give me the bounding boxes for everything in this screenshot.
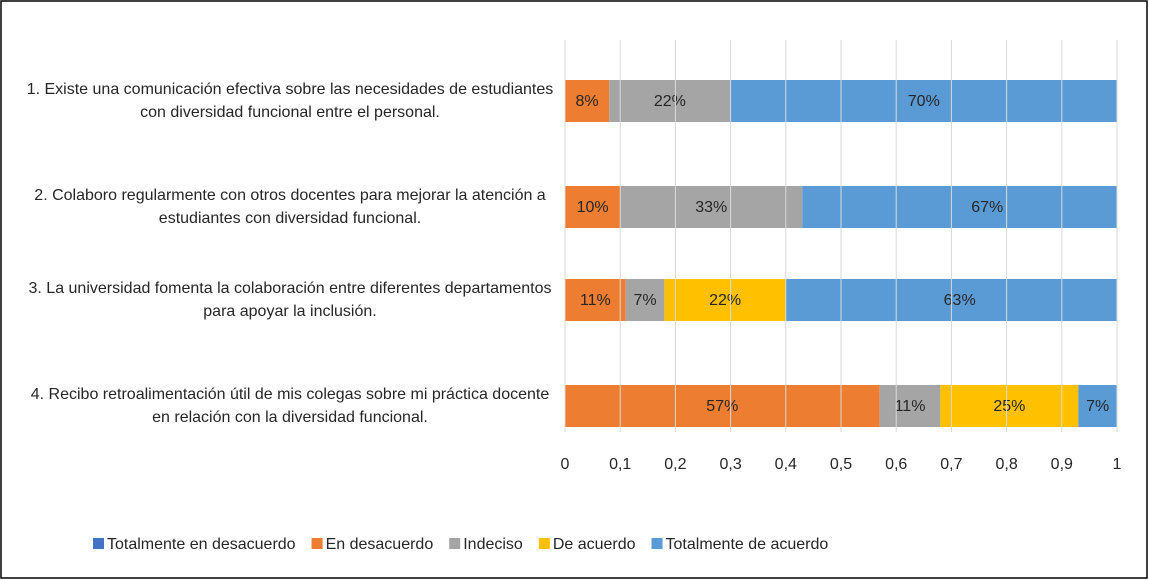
value-label: 25% <box>993 398 1025 415</box>
value-label: 63% <box>944 292 976 309</box>
value-label: 7% <box>633 292 656 309</box>
value-label: 11% <box>895 398 926 415</box>
x-tick-label: 0,3 <box>719 456 741 473</box>
value-label: 7% <box>1086 398 1109 415</box>
legend-swatch <box>93 538 104 549</box>
legend-swatch <box>538 538 550 549</box>
x-tick-label: 0,6 <box>885 456 907 473</box>
bar-segment <box>940 385 1079 427</box>
x-tick-label: 0,8 <box>995 456 1017 473</box>
legend-swatch <box>651 538 663 549</box>
bar-segment <box>730 80 1117 122</box>
bar-segment <box>565 385 880 427</box>
value-label: 22% <box>654 93 686 110</box>
legend-label: Totalmente en desacuerdo <box>107 536 296 553</box>
x-tick-label: 0,9 <box>1051 456 1073 473</box>
legend-label: Totalmente de acuerdo <box>666 536 829 553</box>
value-label: 11% <box>580 292 611 309</box>
category-label: 2. Colaboro regularmente con otros docen… <box>34 187 546 227</box>
x-tick-label: 0,1 <box>609 456 631 473</box>
bar-segment <box>802 186 1117 228</box>
value-label: 33% <box>695 199 727 216</box>
legend-label: Indeciso <box>463 536 523 553</box>
x-tick-label: 0,5 <box>830 456 852 473</box>
bar-segment <box>625 279 665 321</box>
bar-segment <box>1078 385 1117 427</box>
bar-segment <box>565 80 610 122</box>
value-label: 22% <box>709 292 741 309</box>
bar-segment <box>609 80 731 122</box>
value-label: 57% <box>706 398 738 415</box>
category-label: 1. Existe una comunicación efectiva sobr… <box>26 81 554 121</box>
x-tick-label: 1 <box>1113 456 1122 473</box>
legend-swatch <box>449 538 461 549</box>
value-label: 70% <box>908 93 940 110</box>
bar-segment <box>565 279 626 321</box>
bar-segment <box>664 279 786 321</box>
bar-segment <box>879 385 941 427</box>
value-label: 8% <box>576 93 599 110</box>
legend-label: De acuerdo <box>553 536 636 553</box>
bar-segment <box>620 186 803 228</box>
legend-swatch <box>311 538 323 549</box>
category-label: 4. Recibo retroalimentación útil de mis … <box>30 386 550 426</box>
legend-label: En desacuerdo <box>326 536 434 553</box>
x-tick-label: 0,4 <box>775 456 797 473</box>
bar-segment <box>565 186 621 228</box>
x-tick-label: 0 <box>561 456 570 473</box>
value-label: 67% <box>971 199 1003 216</box>
category-label: 3. La universidad fomenta la colaboració… <box>28 280 552 320</box>
x-tick-label: 0,2 <box>664 456 686 473</box>
x-tick-label: 0,7 <box>940 456 962 473</box>
value-label: 10% <box>577 199 609 216</box>
